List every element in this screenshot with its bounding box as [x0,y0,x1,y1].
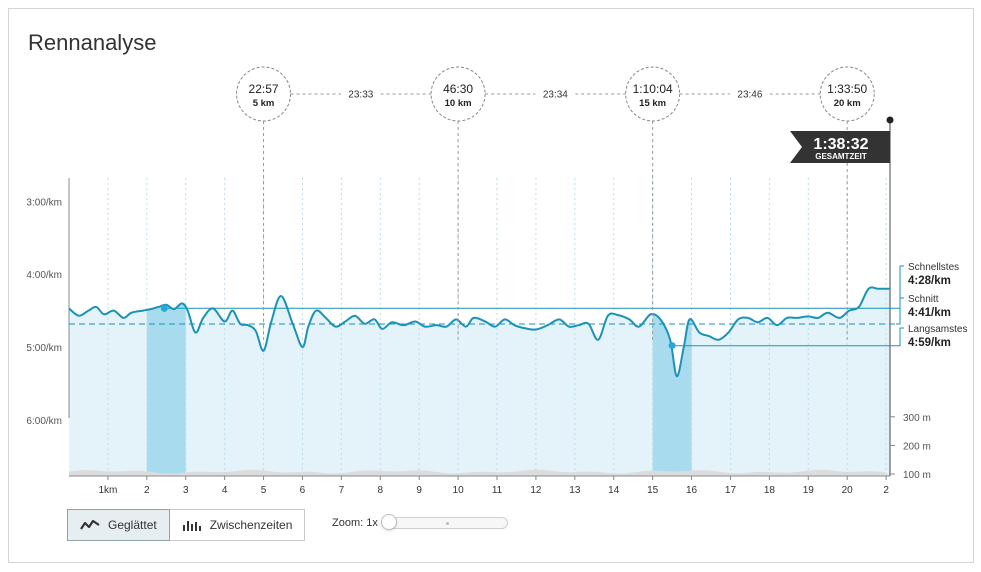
total-time-flag [790,131,890,163]
x-tick-label: 19 [803,485,815,496]
stat-bracket [896,327,904,347]
view-toggle: Geglättet Zwischenzeiten [67,509,306,541]
line-chart-icon [80,519,100,530]
pace-area-fill [69,287,890,476]
split-distance: 5 km [253,98,275,109]
zoom-slider-handle[interactable] [380,514,397,530]
x-tick-label: 17 [725,485,737,496]
zoom-control: Zoom: 1x [332,514,508,530]
stat-name: Schnitt [908,294,939,305]
splits-button[interactable]: Zwischenzeiten [169,509,306,541]
x-tick-label: 3 [183,485,189,496]
y-tick-label: 5:00/km [26,343,62,354]
x-tick-label: 15 [647,485,659,496]
elevation-profile [69,469,890,476]
total-time-label: GESAMTZEIT [815,152,867,161]
smoothed-button[interactable]: Geglättet [67,509,170,541]
stat-value: 4:59/km [908,337,951,349]
split-distance: 15 km [639,98,666,109]
x-tick-label: 11 [492,485,503,496]
split-interval-bg [340,86,381,102]
x-tick-label: 7 [339,485,345,496]
smoothed-label: Geglättet [108,518,157,532]
bar-chart-icon [182,521,201,531]
y-tick-label: 3:00/km [26,197,62,208]
x-tick-label: 9 [416,485,422,496]
x-tick-label: 1km [98,485,117,496]
x-tick-label: 2 [144,485,150,496]
split-interval: 23:46 [737,90,762,101]
x-tick-label: 18 [764,485,776,496]
x-tick-label: 5 [261,485,267,496]
stat-name: Schnellstes [908,262,959,273]
split-time: 46:30 [443,82,473,96]
split-time: 22:57 [249,82,279,96]
stat-bracket [896,265,904,309]
pace-line [68,286,890,378]
y-tick-label: 4:00/km [26,270,62,281]
split-interval: 23:33 [348,90,373,101]
x-tick-label: 16 [686,485,698,496]
finish-dot [886,116,894,124]
pace-marker-2 [668,342,676,350]
zoom-label: Zoom: 1x [332,517,378,529]
x-tick-label: 12 [530,485,542,496]
split-time: 1:33:50 [827,82,867,96]
highlight-segment-1 [146,287,186,476]
split-interval-bg [729,86,770,102]
x-tick-label: 8 [377,485,383,496]
slider-center-dot [445,522,449,525]
stat-bracket [896,297,904,325]
elevation-tick-label: 300 m [903,413,931,424]
elevation-tick-label: 200 m [903,441,931,452]
y-tick-label: 6:00/km [26,416,62,427]
split-bubble [819,66,875,122]
highlight-segment-2 [652,287,692,476]
x-tick-label: 20 [842,485,854,496]
x-tick-label: 2 [883,485,889,496]
pace-marker-1 [160,304,168,312]
page-title: Rennanalyse [28,30,157,55]
x-tick-label: 14 [608,485,620,496]
x-tick-label: 10 [453,485,465,496]
split-distance: 20 km [834,98,861,109]
stat-value: 4:28/km [908,275,951,287]
splits-label: Zwischenzeiten [209,518,293,532]
split-interval-bg [535,86,576,102]
split-time: 1:10:04 [633,82,673,96]
x-tick-label: 6 [300,485,306,496]
stat-name: Langsamstes [908,324,967,335]
split-distance: 10 km [445,98,472,109]
elevation-tick-label: 100 m [903,470,931,481]
x-tick-label: 4 [222,485,228,496]
total-time: 1:38:32 [813,136,868,153]
zoom-slider[interactable] [380,514,508,530]
x-tick-label: 13 [569,485,581,496]
stat-value: 4:41/km [908,307,951,319]
split-interval: 23:34 [543,90,568,101]
pace-chart: 3:00/km 4:00/km 5:00/km 6:00/km 300 m 200 m 10… [26,66,967,496]
